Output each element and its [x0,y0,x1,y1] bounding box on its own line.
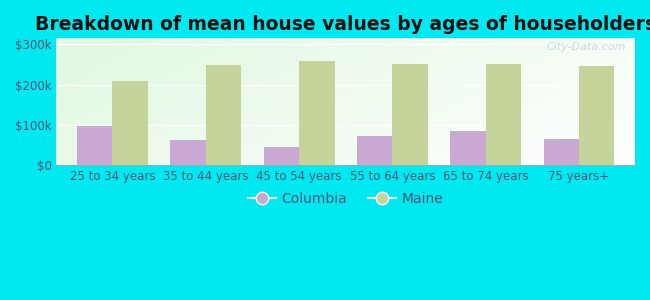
Bar [206,65,241,165]
Bar [450,131,486,165]
Title: Breakdown of mean house values by ages of householders: Breakdown of mean house values by ages o… [35,15,650,34]
Bar [543,139,579,165]
Bar [77,126,112,165]
Bar [357,136,393,165]
Bar [579,67,614,165]
Bar [170,140,206,165]
Bar [299,61,335,165]
Text: City-Data.com: City-Data.com [547,42,627,52]
Bar [486,64,521,165]
Bar [112,80,148,165]
Bar [393,64,428,165]
Bar [264,147,299,165]
Legend: Columbia, Maine: Columbia, Maine [242,186,448,211]
